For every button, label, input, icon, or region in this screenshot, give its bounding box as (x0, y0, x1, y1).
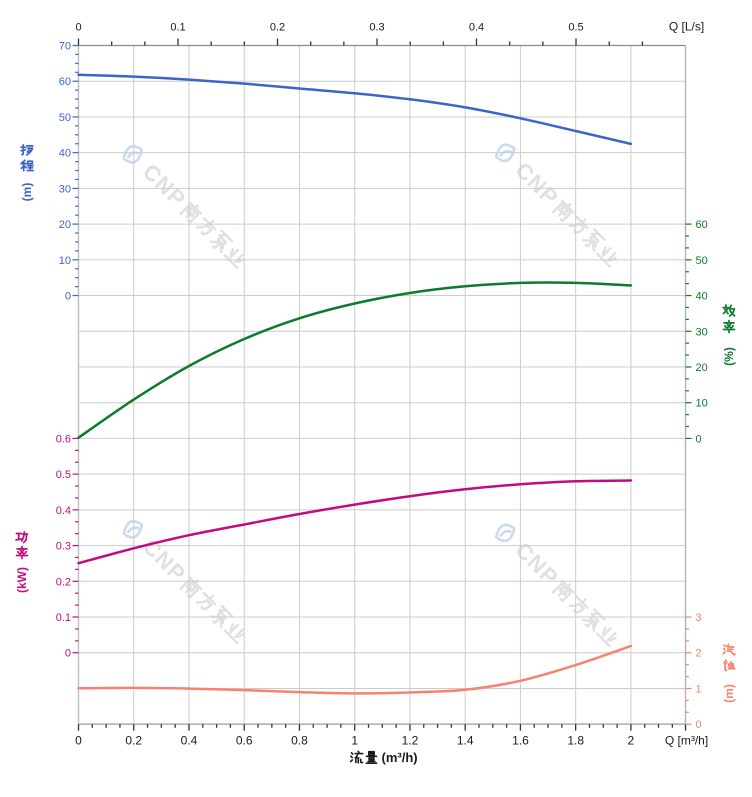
svg-text:0.2: 0.2 (125, 734, 142, 748)
svg-text:0: 0 (696, 719, 702, 731)
svg-text:Q [m³/h]: Q [m³/h] (665, 734, 708, 748)
svg-text:50: 50 (59, 112, 71, 124)
svg-text:20: 20 (59, 219, 71, 231)
svg-text:0.5: 0.5 (568, 22, 583, 34)
svg-text:60: 60 (59, 76, 71, 88)
svg-text:0.4: 0.4 (181, 734, 198, 748)
svg-text:10: 10 (59, 255, 71, 267)
svg-text:0.1: 0.1 (56, 612, 71, 624)
svg-text:2: 2 (628, 734, 635, 748)
svg-text:0.6: 0.6 (56, 433, 71, 445)
svg-text:0.6: 0.6 (236, 734, 253, 748)
svg-text:20: 20 (696, 362, 708, 374)
svg-text:3: 3 (696, 612, 702, 624)
svg-text:1: 1 (696, 683, 702, 695)
svg-text:0.4: 0.4 (469, 22, 484, 34)
svg-text:0: 0 (75, 22, 81, 34)
svg-text:0.2: 0.2 (56, 576, 71, 588)
svg-text:70: 70 (59, 41, 71, 53)
svg-text:10: 10 (696, 398, 708, 410)
svg-text:Q [L/s]: Q [L/s] (669, 20, 704, 34)
svg-text:1.2: 1.2 (402, 734, 419, 748)
svg-text:0.1: 0.1 (170, 22, 185, 34)
svg-text:(m): (m) (722, 684, 736, 703)
svg-text:0.3: 0.3 (56, 541, 71, 553)
svg-text:30: 30 (696, 326, 708, 338)
svg-text:0: 0 (65, 648, 71, 660)
svg-text:0.5: 0.5 (56, 469, 71, 481)
svg-text:0: 0 (65, 291, 71, 303)
svg-text:(m³/h): (m³/h) (382, 750, 418, 765)
svg-text:1.4: 1.4 (457, 734, 474, 748)
svg-text:40: 40 (59, 148, 71, 160)
svg-text:0: 0 (75, 734, 82, 748)
svg-text:60: 60 (696, 219, 708, 231)
svg-text:0.2: 0.2 (270, 22, 285, 34)
svg-text:50: 50 (696, 255, 708, 267)
svg-text:0: 0 (696, 433, 702, 445)
svg-text:30: 30 (59, 183, 71, 195)
svg-text:(kW): (kW) (15, 567, 29, 593)
svg-text:0.8: 0.8 (291, 734, 308, 748)
svg-text:0.3: 0.3 (369, 22, 384, 34)
svg-text:2: 2 (696, 648, 702, 660)
svg-text:(m): (m) (20, 183, 34, 202)
svg-text:1: 1 (351, 734, 358, 748)
svg-text:1.6: 1.6 (512, 734, 529, 748)
svg-text:1.8: 1.8 (567, 734, 584, 748)
svg-text:(%): (%) (722, 347, 736, 366)
svg-text:0.4: 0.4 (56, 505, 71, 517)
svg-text:40: 40 (696, 291, 708, 303)
